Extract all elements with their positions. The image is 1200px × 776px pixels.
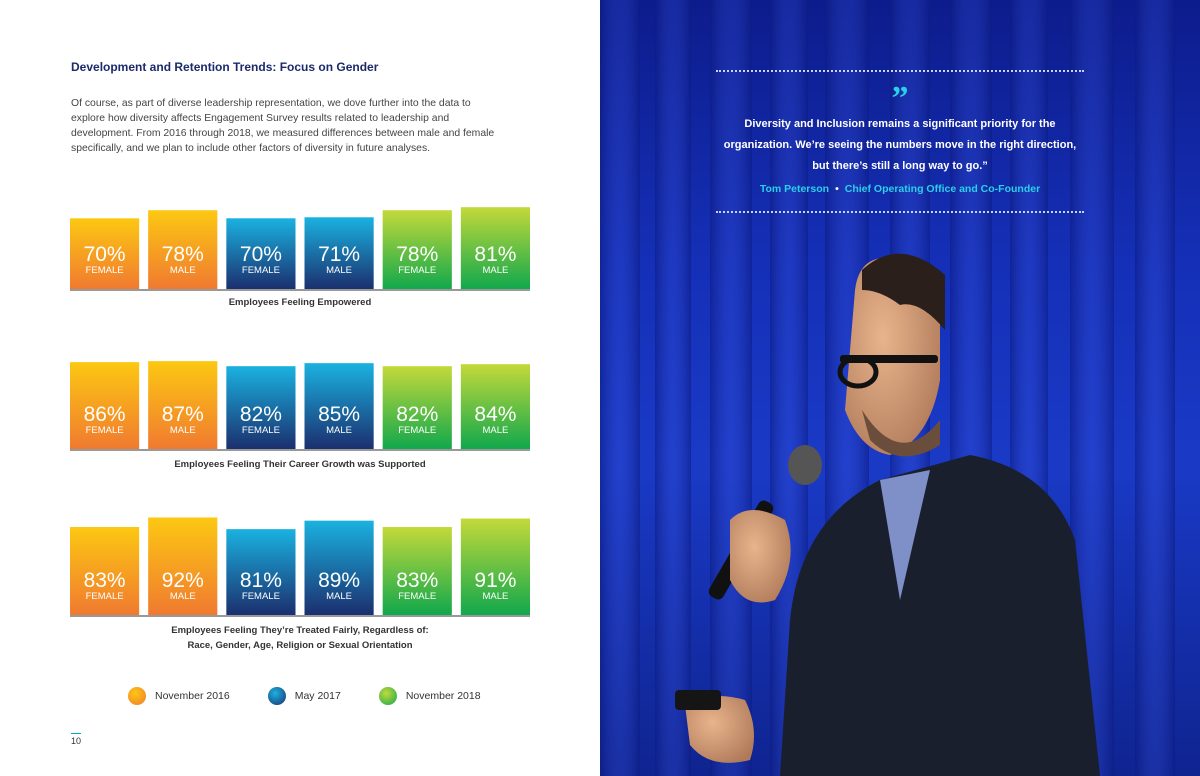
bar-female xyxy=(70,362,140,449)
chart-career-growth-svg: 86%FEMALE87%MALE82%FEMALE85%MALE82%FEMAL… xyxy=(70,361,530,451)
quote-text: Diversity and Inclusion remains a signif… xyxy=(723,118,1077,172)
legend-label: November 2016 xyxy=(155,690,230,702)
bar-category-label: MALE xyxy=(482,591,508,602)
chart-treated-fairly: 83% FEMALE 92% MALE 81% FEMALE 89% MALE 83% FEMAL… xyxy=(70,507,530,618)
bar-category-label: FEMALE xyxy=(86,265,124,276)
chart-empowered-caption: Employees Feeling Empowered xyxy=(228,297,372,308)
legend-item-november-2016: November 2016 xyxy=(128,687,230,705)
bar-category-label: FEMALE xyxy=(86,591,124,602)
bar-category-label: FEMALE xyxy=(242,591,280,602)
bar-male xyxy=(460,518,530,615)
bar-value-label: 82% xyxy=(240,403,282,426)
bar-value-label: 83% xyxy=(396,569,438,592)
bar-category-label: FEMALE xyxy=(242,265,280,276)
bar-category-label: FEMALE xyxy=(398,265,436,276)
bar-male xyxy=(148,517,218,615)
speaker-figure xyxy=(675,253,1100,776)
bar-male xyxy=(148,361,218,449)
bar-female xyxy=(70,527,140,615)
page-number: 10 xyxy=(71,733,82,746)
top-dotted-divider xyxy=(716,70,1084,72)
bar-female xyxy=(382,527,452,615)
bar-category-label: MALE xyxy=(326,265,352,276)
bar-female xyxy=(226,529,296,615)
bar-female xyxy=(226,218,296,289)
chart-legend: November 2016 May 2017 November 2018 xyxy=(128,687,519,705)
intro-paragraph: Of course, as part of diverse leadership… xyxy=(71,98,495,154)
bar-category-label: MALE xyxy=(482,425,508,436)
bar-value-label: 91% xyxy=(474,569,516,592)
bar-value-label: 81% xyxy=(474,243,516,266)
caption-line-2: Race, Gender, Age, Religion or Sexual Or… xyxy=(187,640,413,651)
report-page-left: Development and Retention Trends: Focus … xyxy=(70,60,530,746)
bar-value-label: 92% xyxy=(162,569,204,592)
legend-item-may-2017: May 2017 xyxy=(267,687,341,705)
quote-attribution: Tom Peterson • Chief Operating Office and … xyxy=(716,183,1084,195)
bar-value-label: 87% xyxy=(162,403,204,426)
bar-category-label: FEMALE xyxy=(398,591,436,602)
legend-swatch xyxy=(128,687,146,705)
bar-male xyxy=(148,210,218,289)
bar-female xyxy=(382,366,452,449)
bar-value-label: 83% xyxy=(84,569,126,592)
bar-value-label: 82% xyxy=(396,403,438,426)
bar-category-label: MALE xyxy=(170,425,196,436)
bar-category-label: MALE xyxy=(326,591,352,602)
bar-male xyxy=(460,207,530,289)
bottom-dotted-divider xyxy=(716,211,1084,213)
bar-value-label: 89% xyxy=(318,569,360,592)
bar-value-label: 85% xyxy=(318,403,360,426)
speaker-photo xyxy=(600,0,1175,776)
bar-value-label: 81% xyxy=(240,569,282,592)
chart-empowered: 70% FEMALE 78% MALE 70% FEMALE 71% MALE 78% FEMAL… xyxy=(70,186,530,292)
legend-label: November 2018 xyxy=(405,690,481,702)
page-heading: Development and Retention Trends: Focus … xyxy=(71,60,379,74)
bar-value-label: 70% xyxy=(240,243,282,266)
bar-female xyxy=(226,366,296,449)
bar-male xyxy=(304,363,374,449)
bar-value-label: 71% xyxy=(318,243,360,266)
bar-male xyxy=(304,217,374,289)
chart-treated-fairly-svg: 83%FEMALE92%MALE81%FEMALE89%MALE83%FEMAL… xyxy=(70,517,530,617)
bar-value-label: 86% xyxy=(84,403,126,426)
quote-role: Chief Operating Office and Co-Founder xyxy=(844,183,1041,195)
bar-category-label: FEMALE xyxy=(398,425,436,436)
attribution-separator: • xyxy=(835,183,839,195)
quote-mark-icon: ” xyxy=(891,80,909,117)
bar-value-label: 78% xyxy=(396,243,438,266)
chart-treated-fairly-caption: Employees Feeling They’re Treated Fairly… xyxy=(70,623,530,653)
bar-category-label: MALE xyxy=(482,265,508,276)
chart-empowered-svg: 70%FEMALE78%MALE70%FEMALE71%MALE78%FEMAL… xyxy=(70,207,530,291)
pull-quote: ” Diversity and Inclusion remains a sign… xyxy=(716,70,1084,213)
bar-category-label: FEMALE xyxy=(242,425,280,436)
bar-value-label: 78% xyxy=(162,243,204,266)
bar-category-label: MALE xyxy=(170,591,196,602)
legend-item-november-2018: November 2018 xyxy=(378,687,481,705)
legend-swatch xyxy=(267,687,286,705)
chart-career-growth-caption: Employees Feeling Their Career Growth wa… xyxy=(174,459,426,470)
caption-line-1: Employees Feeling They’re Treated Fairly… xyxy=(171,625,429,636)
bar-female xyxy=(70,218,140,289)
quote-author: Tom Peterson xyxy=(759,183,830,195)
legend-label: May 2017 xyxy=(294,690,341,702)
speaker-photo-panel: ” Diversity and Inclusion remains a sign… xyxy=(600,0,1200,776)
bar-male xyxy=(460,364,530,449)
bar-female xyxy=(382,210,452,289)
legend-swatch xyxy=(378,687,397,705)
bar-category-label: MALE xyxy=(326,425,352,436)
bar-value-label: 84% xyxy=(474,403,516,426)
bar-value-label: 70% xyxy=(84,243,126,266)
bar-category-label: MALE xyxy=(170,265,196,276)
bar-category-label: FEMALE xyxy=(86,425,124,436)
chart-career-growth: 86% FEMALE 87% MALE 82% FEMALE 85% MALE 82% FEMAL… xyxy=(70,346,530,452)
bar-male xyxy=(304,520,374,615)
